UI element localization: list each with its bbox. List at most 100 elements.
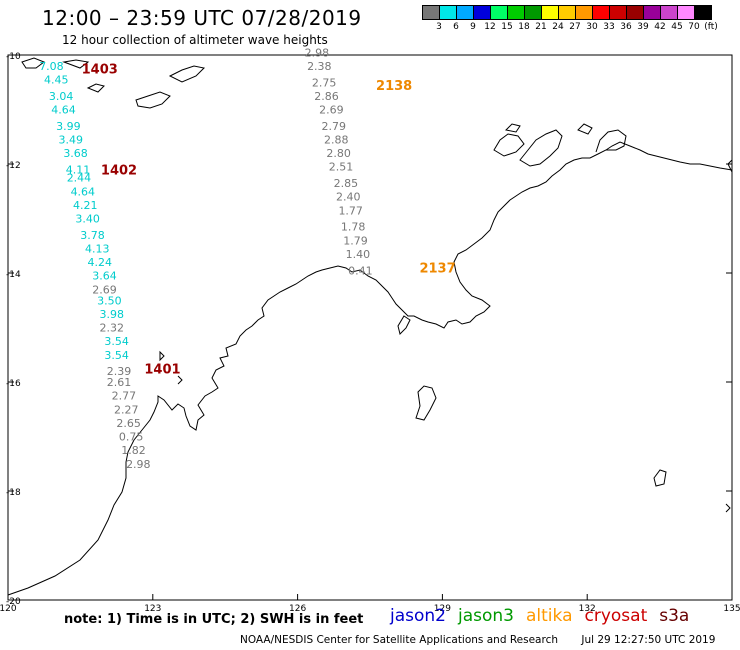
color-swatch (694, 5, 712, 20)
swh-value: 3.40 (75, 213, 100, 226)
satellite-jason2: jason2 (390, 606, 446, 626)
orbit-label: 1403 (82, 63, 118, 78)
swh-value: 1.82 (121, 444, 146, 457)
orbit-label: 1401 (144, 362, 180, 377)
swh-value: 2.98 (126, 458, 151, 471)
axis-ticks: 120 123 126 129 132 135 -10 -12 -14 -16 -18 -20 (0, 52, 740, 614)
island-small-b (177, 375, 183, 385)
swh-value: 3.04 (49, 90, 74, 103)
x-tick-label: 132 (579, 604, 596, 614)
swh-value: 7.08 (39, 60, 64, 73)
island-sumba (21, 57, 46, 69)
swh-value: 2.51 (329, 161, 354, 174)
footer: NOAA/NESDIS Center for Satellite Applica… (240, 634, 715, 646)
color-scale-label: 70 (688, 22, 700, 32)
island-timor-a (135, 91, 171, 109)
island-small-c (159, 350, 165, 362)
x-tick-label: 120 (0, 604, 17, 614)
swh-value: 3.49 (58, 133, 83, 146)
swh-value: 2.39 (107, 365, 132, 378)
swh-value: 2.69 (92, 283, 117, 296)
swh-value: 2.98 (305, 46, 330, 59)
coastline-mainland (7, 141, 733, 596)
swh-value: 4.21 (73, 199, 98, 212)
orbit-label: 2138 (376, 79, 412, 94)
swh-value: 2.38 (307, 60, 332, 73)
swh-value: 3.68 (63, 147, 88, 160)
island-bathurst (504, 123, 521, 133)
map-frame (7, 54, 733, 601)
swh-value: 3.54 (104, 349, 129, 362)
coastline (7, 57, 733, 596)
color-scale-label: 33 (603, 22, 615, 32)
map-subtitle: 12 hour collection of altimeter wave hei… (62, 33, 328, 47)
satellite-legend: jason2 jason3 altika cryosat s3a (390, 606, 689, 626)
satellite-jason3: jason3 (458, 606, 514, 626)
color-scale-label: 15 (501, 22, 513, 32)
color-scale-label: 36 (620, 22, 632, 32)
color-scale-label: 24 (552, 22, 564, 32)
swh-value: 1.79 (343, 234, 368, 247)
y-tick-label: -12 (6, 161, 21, 171)
island-east (577, 123, 593, 135)
swh-value: 2.44 (67, 172, 92, 185)
satellite-cryosat: cryosat (584, 606, 648, 626)
color-scale-label: 27 (569, 22, 581, 32)
island-groote (653, 469, 667, 487)
swh-value: 4.13 (85, 242, 110, 255)
swh-value: 3.54 (104, 335, 129, 348)
island-small-a (725, 503, 731, 513)
island-flores (62, 59, 90, 69)
color-scale-label: 39 (637, 22, 649, 32)
footer-timestamp: Jul 29 12:27:50 UTC 2019 (581, 634, 716, 646)
island-wessel-b (415, 385, 437, 421)
x-tick-label: 129 (434, 604, 451, 614)
footer-org: NOAA/NESDIS Center for Satellite Applica… (240, 634, 558, 646)
island-tip (727, 159, 733, 173)
swh-value: 0.41 (348, 264, 373, 277)
orbit-label: 1402 (101, 163, 137, 178)
swh-value: 2.86 (314, 90, 339, 103)
swh-value: 1.78 (341, 221, 366, 234)
swh-value: 2.77 (112, 390, 137, 403)
swh-value: 4.64 (51, 104, 76, 117)
swh-value: 1.77 (338, 204, 363, 217)
swh-value: 4.45 (44, 74, 69, 87)
swh-value: 2.85 (334, 177, 359, 190)
swh-value: 3.50 (97, 294, 122, 307)
color-scale-label: 21 (535, 22, 547, 32)
swh-value: 1.40 (346, 248, 371, 261)
swh-value: 2.27 (114, 403, 139, 416)
satellite-s3a: s3a (659, 606, 690, 626)
swh-value: 2.61 (107, 376, 132, 389)
map-title: 12:00 – 23:59 UTC 07/28/2019 (42, 6, 362, 30)
color-scale-label: 3 (436, 22, 442, 32)
y-tick-label: -20 (6, 597, 21, 607)
color-scale-label: 9 (470, 22, 476, 32)
island-melville (493, 133, 525, 157)
color-scale-label: 45 (671, 22, 683, 32)
x-tick-label: 126 (289, 604, 306, 614)
y-tick-label: -18 (6, 488, 21, 498)
swh-value: 2.40 (336, 191, 361, 204)
y-tick-label: -10 (6, 52, 21, 62)
satellite-altika: altika (526, 606, 573, 626)
y-tick-label: -16 (6, 379, 21, 389)
color-scale-label: 18 (518, 22, 530, 32)
color-scale-labels: 3 6 9 12 15 18 21 24 27 30 33 36 39 42 45 70 (ft) (422, 22, 740, 34)
color-scale-label: 12 (484, 22, 496, 32)
swh-value: 2.80 (326, 147, 351, 160)
altimeter-tracks: 7.084.453.044.643.993.493.684.112.444.64… (39, 46, 455, 470)
color-scale-label: (ft) (704, 22, 718, 32)
swh-value: 4.11 (66, 163, 91, 176)
coastline-cape (595, 129, 627, 153)
color-scale-label: 30 (586, 22, 598, 32)
swh-value: 2.79 (322, 120, 347, 133)
color-scale-label: 6 (453, 22, 459, 32)
note-text: note: 1) Time is in UTC; 2) SWH is in fe… (64, 612, 364, 627)
swh-value: 2.75 (312, 76, 337, 89)
swh-value: 0.75 (119, 431, 144, 444)
coastline-peninsula (519, 129, 563, 167)
x-tick-label: 135 (723, 604, 740, 614)
